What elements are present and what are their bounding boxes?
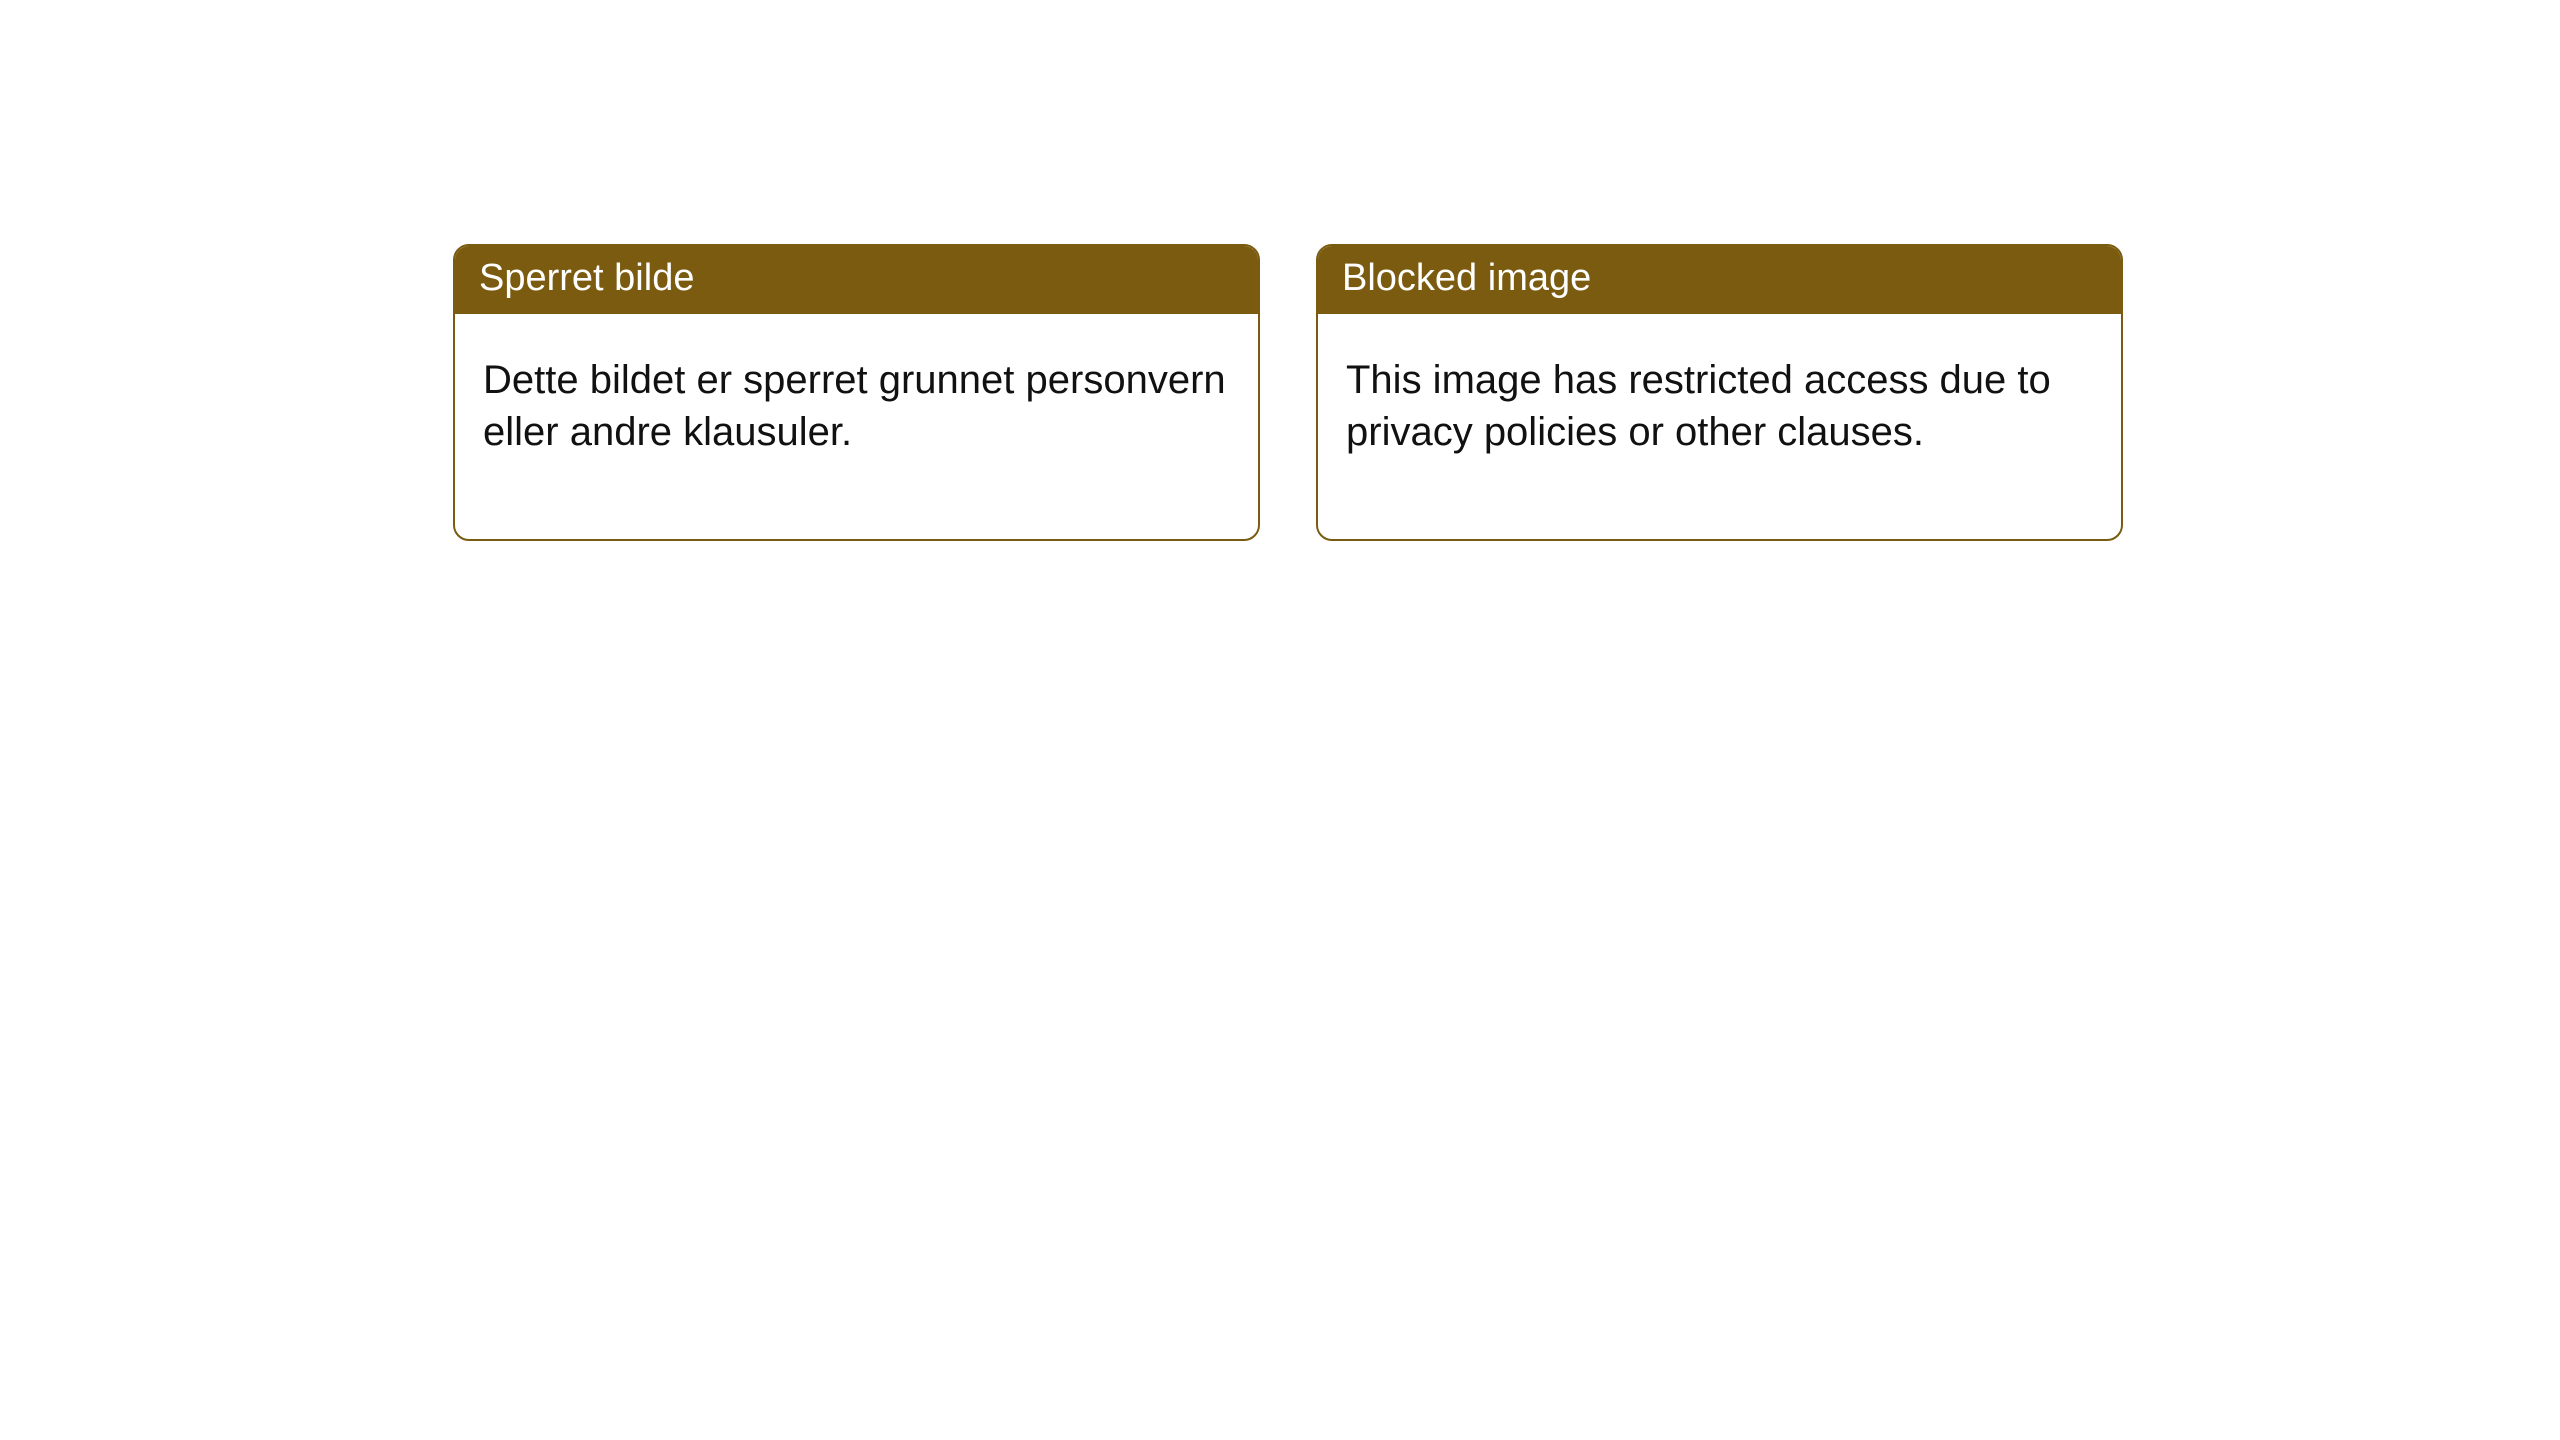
blocked-image-card-no: Sperret bilde Dette bildet er sperret gr… <box>453 244 1260 541</box>
blocked-image-card-en: Blocked image This image has restricted … <box>1316 244 2123 541</box>
notice-cards-container: Sperret bilde Dette bildet er sperret gr… <box>453 244 2123 541</box>
card-body: Dette bildet er sperret grunnet personve… <box>455 314 1258 540</box>
card-header: Sperret bilde <box>455 246 1258 314</box>
card-header: Blocked image <box>1318 246 2121 314</box>
card-body: This image has restricted access due to … <box>1318 314 2121 540</box>
